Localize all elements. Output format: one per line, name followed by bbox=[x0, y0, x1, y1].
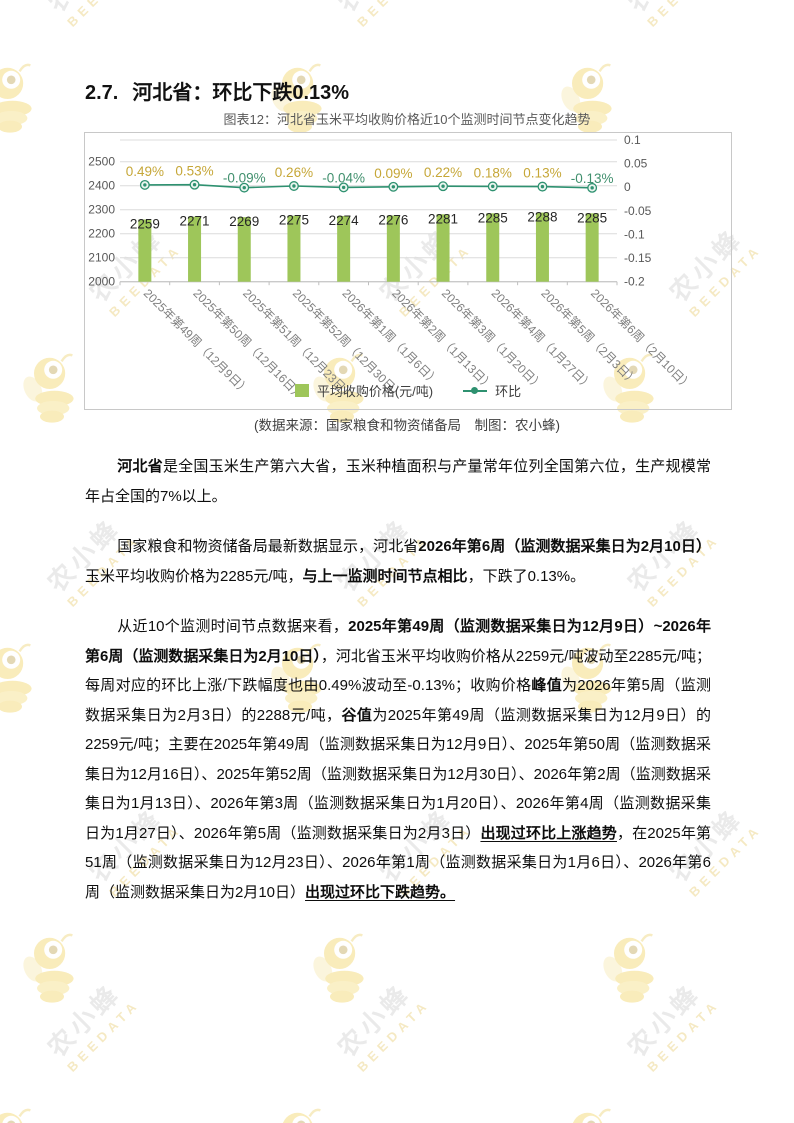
bar bbox=[138, 219, 152, 282]
bar-value-label: 2276 bbox=[378, 212, 408, 227]
bar bbox=[386, 215, 400, 282]
left-axis-tick-label: 2200 bbox=[88, 227, 115, 241]
bar bbox=[188, 216, 202, 282]
category-label: 2026年第1周（1月6日） bbox=[340, 286, 442, 388]
right-axis-tick-label: 0 bbox=[624, 180, 631, 194]
section-heading: 2.7. 河北省：环比下跌0.13% bbox=[85, 76, 349, 105]
chart-legend: 平均收购价格(元/吨) 环比 bbox=[85, 381, 731, 400]
body-paragraphs: 河北省是全国玉米生产第六大省，玉米种植面积与产量常年位列全国第六位，生产规模常年… bbox=[85, 452, 711, 928]
right-axis-tick-label: -0.15 bbox=[624, 251, 652, 265]
category-label: 2026年第2周（1月13日） bbox=[389, 286, 496, 393]
category-label: 2026年第6周（2月10日） bbox=[588, 286, 695, 393]
bar bbox=[337, 215, 351, 282]
left-axis-tick-label: 2400 bbox=[88, 179, 115, 193]
section-number: 2.7. bbox=[85, 82, 119, 104]
bar-value-label: 2288 bbox=[527, 210, 557, 225]
legend-label-ratio: 环比 bbox=[495, 384, 522, 399]
category-label: 2026年第5周（2月3日） bbox=[538, 286, 640, 388]
paragraph: 国家粮食和物资储备局最新数据显示，河北省2026年第6周（监测数据采集日为2月1… bbox=[85, 538, 711, 585]
category-label: 2026年第4周（1月27日） bbox=[489, 286, 596, 393]
bar bbox=[585, 213, 599, 282]
left-axis-tick-label: 2000 bbox=[88, 275, 115, 289]
bar bbox=[436, 214, 450, 282]
line-series: 0.49% 0.53% -0.09% 0.26% -0.04% 0.09% 0.22% 0.1… bbox=[126, 164, 614, 193]
legend-label-price: 平均收购价格(元/吨) bbox=[316, 384, 434, 399]
bee-logo-icon bbox=[23, 933, 74, 1003]
line-series-marker-icon bbox=[463, 387, 488, 394]
chart-canvas: 2500 2400 2300 2200 2100 2000 0.1 0.05 0 -0.05 -0.… bbox=[88, 133, 695, 403]
category-label: 2026年第3周（1月20日） bbox=[439, 286, 546, 393]
right-axis-tick-label: 0.1 bbox=[624, 133, 641, 147]
bee-logo-icon bbox=[0, 63, 32, 133]
bar-value-label: 2275 bbox=[279, 213, 309, 228]
ratio-label: 0.26% bbox=[275, 165, 313, 180]
right-axis-tick-label: -0.1 bbox=[624, 227, 645, 241]
bar-value-label: 2285 bbox=[478, 210, 508, 225]
ratio-label: 0.18% bbox=[474, 165, 512, 180]
bee-logo-icon bbox=[313, 933, 364, 1003]
bar-value-label: 2274 bbox=[329, 213, 360, 228]
left-axis-tick-label: 2100 bbox=[88, 251, 115, 265]
right-axis-tick-label: -0.2 bbox=[624, 275, 645, 289]
bar bbox=[287, 215, 301, 282]
right-axis-tick-label: 0.05 bbox=[624, 157, 648, 171]
bar bbox=[486, 213, 500, 282]
bar-value-label: 2285 bbox=[577, 210, 607, 225]
price-trend-chart: 2500 2400 2300 2200 2100 2000 0.1 0.05 0 -0.05 -0.… bbox=[84, 132, 732, 410]
ratio-label: 0.53% bbox=[175, 164, 213, 179]
section-title: 河北省：环比下跌0.13% bbox=[132, 82, 350, 104]
bar-series: 2259 2271 2269 2275 2274 2276 2281 2285 2288 2285 bbox=[130, 210, 607, 282]
ratio-label: 0.22% bbox=[424, 165, 462, 180]
paragraph: 从近10个监测时间节点数据来看，2025年第49周（监测数据采集日为12月9日）… bbox=[85, 618, 711, 901]
bee-logo-icon bbox=[0, 1108, 31, 1123]
ratio-label: -0.04% bbox=[322, 170, 365, 185]
bar-value-label: 2259 bbox=[130, 217, 160, 232]
ratio-label: 0.13% bbox=[523, 166, 561, 181]
paragraph: 河北省是全国玉米生产第六大省，玉米种植面积与产量常年位列全国第六位，生产规模常年… bbox=[85, 458, 711, 505]
bar-value-label: 2271 bbox=[180, 214, 210, 229]
right-axis-tick-label: -0.05 bbox=[624, 204, 652, 218]
bee-logo-icon bbox=[572, 1108, 611, 1123]
bar-value-label: 2269 bbox=[229, 214, 259, 229]
bee-logo-icon bbox=[0, 643, 32, 713]
ratio-label: -0.09% bbox=[223, 171, 266, 186]
chart-title: 图表12：河北省玉米平均收购价格近10个监测时间节点变化趋势 bbox=[223, 112, 591, 127]
ratio-label: 0.49% bbox=[126, 164, 164, 179]
bee-logo-icon bbox=[603, 933, 654, 1003]
ratio-label: 0.09% bbox=[374, 166, 412, 181]
left-axis-tick-label: 2500 bbox=[88, 155, 115, 169]
gridlines: 2500 2400 2300 2200 2100 2000 0.1 0.05 0 -0.05 -0.… bbox=[88, 133, 651, 289]
data-source-note: (数据来源：国家粮食和物资储备局 制图：农小蜂) bbox=[254, 418, 560, 433]
bar-value-label: 2281 bbox=[428, 211, 458, 226]
bar bbox=[237, 217, 251, 282]
ratio-label: -0.13% bbox=[571, 171, 614, 186]
bar-series-swatch-icon bbox=[294, 384, 309, 397]
bar bbox=[535, 212, 549, 282]
bee-logo-icon bbox=[282, 1108, 321, 1123]
left-axis-tick-label: 2300 bbox=[88, 203, 115, 217]
